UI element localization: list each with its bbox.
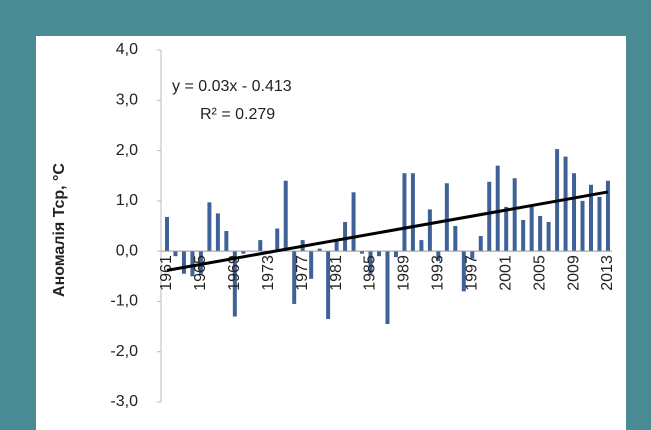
bar (207, 202, 212, 252)
bar (165, 216, 169, 252)
y-tick-label: -2,0 (110, 343, 138, 360)
bar (351, 192, 356, 252)
bar (419, 240, 424, 252)
bar (529, 205, 534, 252)
bar (597, 196, 602, 252)
y-tick-label: 0,0 (116, 242, 138, 259)
x-tick-label: 1961 (158, 255, 175, 291)
bar (478, 236, 483, 252)
bar (377, 251, 381, 257)
bar (589, 184, 593, 252)
bar (572, 173, 577, 252)
bar (393, 251, 398, 258)
trend-r2: R² = 0.279 (200, 106, 275, 123)
x-tick-label: 1977 (294, 255, 311, 291)
bar (538, 215, 543, 252)
x-tick-label: 1997 (463, 255, 480, 291)
bar (224, 231, 229, 252)
y-tick-label: -1,0 (110, 293, 138, 310)
y-tick-label: 4,0 (116, 41, 138, 58)
bar (283, 180, 288, 252)
bar (368, 251, 373, 274)
bar (326, 251, 331, 320)
bar (241, 251, 246, 254)
x-tick-label: 2009 (565, 255, 582, 291)
x-tick-label: 1989 (396, 255, 413, 291)
x-tick-label: 1973 (260, 255, 277, 291)
bar (546, 221, 551, 252)
bar (292, 251, 297, 304)
bar (495, 165, 500, 252)
x-tick-label: 1965 (192, 255, 209, 291)
trend-equation: y = 0.03x - 0.413 (172, 78, 292, 95)
bar (309, 251, 314, 279)
bar (173, 251, 178, 257)
bar (275, 228, 280, 252)
y-tick-label: 3,0 (116, 92, 138, 109)
bar (461, 251, 466, 292)
bar (215, 213, 220, 252)
y-tick-label: -3,0 (110, 393, 138, 410)
bar (563, 156, 568, 252)
bar (487, 181, 492, 252)
bar (198, 251, 203, 274)
bar (410, 173, 415, 252)
x-tick-label: 1985 (362, 255, 379, 291)
y-tick-label: 1,0 (116, 192, 138, 209)
y-tick-label: 2,0 (116, 142, 138, 159)
x-tick-label: 2005 (531, 255, 548, 291)
bar (470, 251, 475, 259)
bar (385, 251, 390, 325)
plot-panel (36, 36, 626, 430)
bar (190, 251, 195, 277)
bar (453, 226, 458, 252)
bar (343, 221, 348, 252)
bar (181, 251, 186, 274)
bar (444, 183, 449, 252)
bar (427, 209, 432, 252)
bar (402, 173, 407, 252)
bar (258, 240, 263, 252)
bar (360, 251, 365, 254)
trend-line (166, 190, 609, 272)
x-tick-label: 1981 (328, 255, 345, 291)
y-axis-label: Аномалія Тср, °C (51, 163, 68, 297)
x-tick-label: 1969 (226, 255, 243, 291)
bar (436, 251, 441, 262)
x-tick-label: 2001 (497, 255, 514, 291)
bar (334, 241, 339, 252)
bar (232, 251, 237, 317)
bar (605, 180, 610, 252)
bar (317, 248, 322, 252)
bar (504, 206, 509, 252)
x-tick-label: 2013 (599, 255, 616, 291)
bar (521, 219, 526, 252)
bar (512, 178, 517, 252)
x-tick-label: 1993 (430, 255, 447, 291)
bar (580, 200, 585, 252)
